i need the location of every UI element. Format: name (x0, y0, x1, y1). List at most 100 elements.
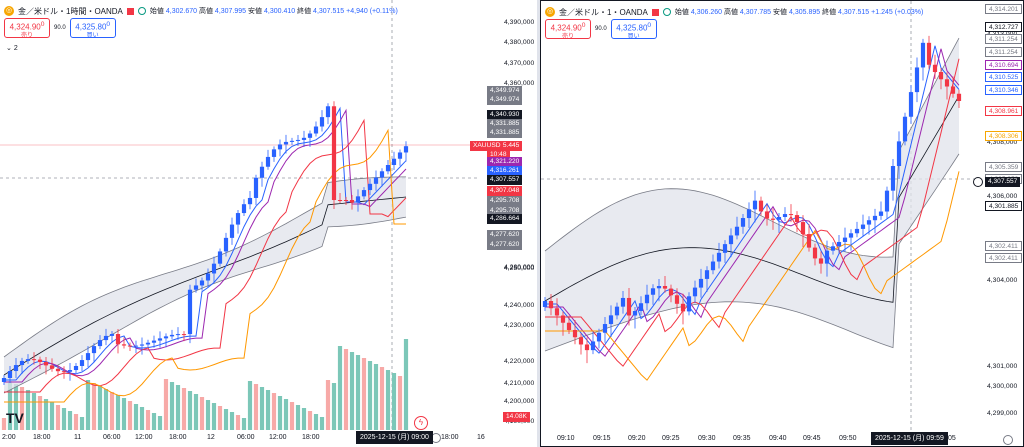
volume-bar (319, 417, 325, 430)
candle-body (812, 247, 818, 259)
candle-body (956, 93, 962, 101)
eye-icon[interactable] (662, 8, 671, 16)
candle-body (710, 261, 716, 271)
candle-body (55, 368, 61, 372)
price-badge: 4,307.557 (487, 175, 523, 185)
ema-slow-line (545, 58, 960, 367)
candle-body (31, 359, 37, 361)
volume-bar (265, 390, 271, 430)
volume-bar (139, 407, 145, 430)
volume-bar (73, 414, 79, 430)
volume-bar (61, 408, 67, 430)
candle-body (848, 233, 854, 238)
volume-bar (175, 385, 181, 430)
volume-bar (403, 339, 409, 430)
current-price-badge: 4,307.557 (985, 177, 1021, 187)
candle-body (61, 371, 67, 373)
candle-body (668, 288, 674, 296)
time-tick-label: 09:10 (557, 435, 575, 442)
price-badge: 4,321.220 (487, 157, 523, 167)
left-symbol-title[interactable]: 金／米ドル・1時間・OANDA (18, 6, 123, 16)
volume-bar (169, 382, 175, 430)
price-tick-label: 4,200,000 (504, 398, 535, 405)
volume-bar (67, 411, 73, 430)
candle-body (217, 251, 223, 264)
candle-body (391, 158, 397, 166)
volume-bar (25, 390, 31, 430)
left-buy-button[interactable]: 4,325.800 買い (69, 18, 116, 39)
target-icon[interactable] (973, 177, 983, 187)
price-badge: 4,340.930 (487, 110, 523, 120)
left-chart-canvas[interactable] (0, 0, 537, 447)
time-tick-label: 06:00 (103, 434, 121, 441)
eye-icon[interactable] (137, 7, 146, 15)
volume-bar (145, 410, 151, 430)
volume-bar (241, 418, 247, 430)
candle-body (806, 234, 812, 248)
left-trade-panel: 4,324.900 売り 90.0 4,325.800 買い (4, 18, 116, 39)
candle-body (662, 286, 668, 289)
right-symbol-title[interactable]: 金／米ドル・1・OANDA (559, 7, 648, 17)
volume-bar (331, 383, 337, 430)
volume-bar (157, 416, 163, 430)
collapse-indicators-toggle[interactable]: ⌄ 2 (6, 45, 18, 52)
candle-body (788, 214, 794, 216)
volume-bar (85, 380, 91, 430)
price-badge: 4,311.254 (985, 34, 1022, 44)
candle-body (560, 315, 566, 323)
candle-body (866, 220, 872, 225)
left-sell-button[interactable]: 4,324.900 売り (4, 18, 50, 39)
candle-body (854, 228, 860, 234)
right-sell-button[interactable]: 4,324.900 売り (545, 19, 591, 40)
volume-bar (337, 346, 343, 430)
candle-body (247, 197, 253, 205)
volume-bar (307, 411, 313, 430)
right-chart-pane[interactable]: ◎ 金／米ドル・1・OANDA 始値 4,306.260 高値 4,307.78… (540, 0, 1024, 447)
volume-bar (133, 404, 139, 430)
price-badge: 4,302.411 (985, 241, 1022, 251)
candle-body (1, 378, 7, 382)
volume-bar (343, 349, 349, 430)
time-tick-label: 11 (74, 434, 82, 441)
flag-icon (651, 8, 659, 16)
time-tick-label: 2:00 (2, 434, 16, 441)
candle-body (728, 235, 734, 245)
price-badge: 4,349.974 (487, 95, 523, 105)
right-buy-button[interactable]: 4,325.800 買い (610, 19, 657, 40)
candle-body (860, 224, 866, 229)
settings-circle-icon[interactable] (1003, 435, 1013, 445)
volume-bar (277, 396, 283, 430)
time-tick-label: 09:30 (698, 435, 716, 442)
candle-body (602, 324, 608, 333)
right-crosshair-time: 2025-12-15 (月) 09:59 (871, 432, 948, 445)
volume-bar (217, 406, 223, 430)
candle-body (373, 177, 379, 184)
pane-divider[interactable] (537, 0, 540, 447)
candle-body (193, 285, 199, 290)
candle-body (794, 215, 800, 223)
time-tick-label: 09:15 (593, 435, 611, 442)
volume-bar (55, 405, 61, 430)
left-chart-pane[interactable]: ◎ 金／米ドル・1時間・OANDA 始値 4,302.670 高値 4,307.… (0, 0, 537, 447)
price-badge: 4,277.620 (487, 240, 523, 250)
right-ohlc: 始値 4,306.260 高値 4,307.785 安値 4,305.895 終… (674, 9, 924, 16)
candle-body (938, 72, 944, 80)
volume-bar (229, 412, 235, 430)
lightning-icon[interactable]: ϟ (414, 416, 428, 430)
candle-body (620, 297, 626, 307)
candle-body (25, 359, 31, 361)
candle-body (722, 244, 728, 253)
candle-body (566, 322, 572, 330)
volume-bar (19, 387, 25, 430)
flag-icon (126, 7, 134, 15)
volume-bar (103, 389, 109, 430)
bollinger-lower-line (3, 216, 407, 394)
candle-body (295, 139, 301, 141)
candle-body (139, 344, 145, 346)
price-tick-label: 4,304,000 (987, 277, 1018, 284)
candle-body (650, 288, 656, 295)
candle-body (241, 204, 247, 214)
right-chart-canvas[interactable] (541, 1, 1024, 447)
candle-body (85, 353, 91, 361)
volume-bar (361, 358, 367, 430)
